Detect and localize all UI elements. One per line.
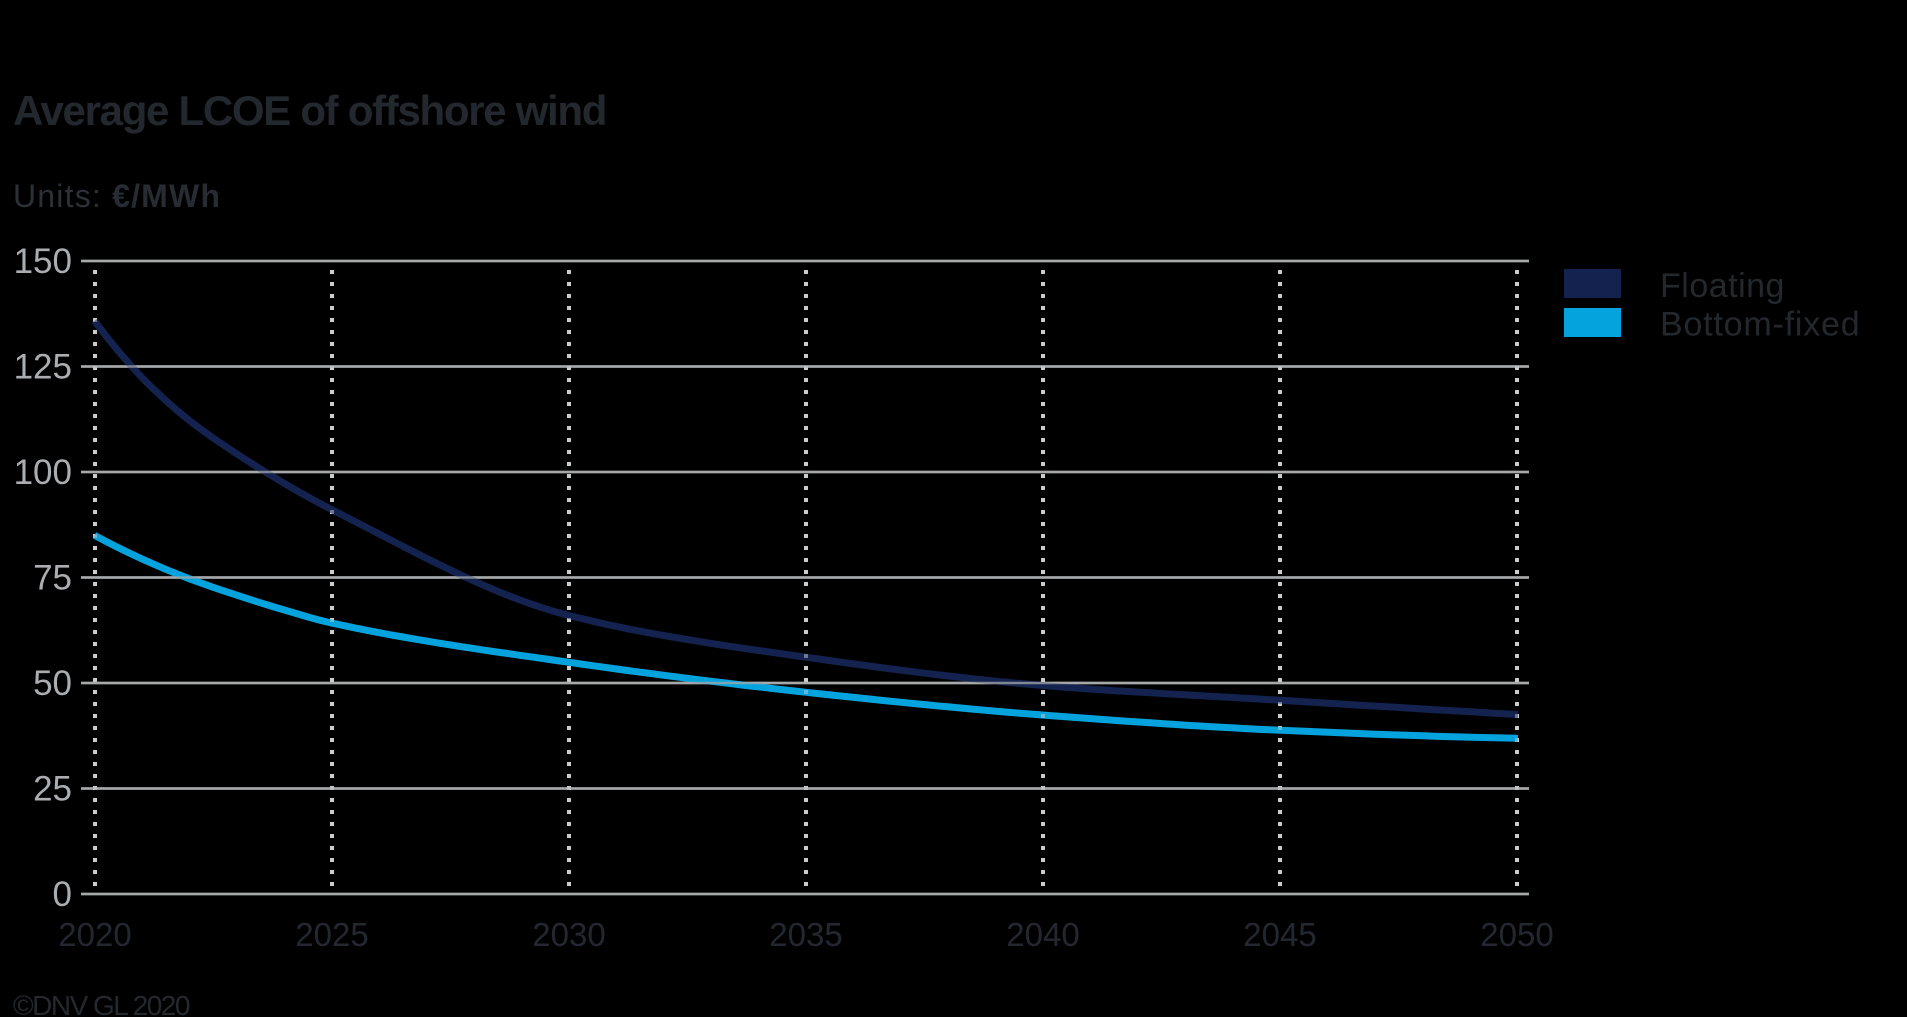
svg-text:0: 0 (53, 875, 72, 914)
svg-text:2020: 2020 (58, 916, 131, 953)
svg-text:Bottom-fixed: Bottom-fixed (1660, 306, 1860, 344)
svg-text:Units: €/MWh: Units: €/MWh (13, 178, 221, 214)
svg-text:25: 25 (33, 770, 72, 809)
svg-text:2025: 2025 (295, 916, 368, 953)
svg-text:Average LCOE of offshore wind: Average LCOE of offshore wind (13, 87, 606, 134)
svg-text:2035: 2035 (769, 916, 842, 953)
svg-text:150: 150 (14, 242, 72, 281)
svg-text:2040: 2040 (1006, 916, 1079, 953)
svg-text:125: 125 (14, 348, 72, 387)
svg-text:Floating: Floating (1660, 267, 1785, 305)
svg-text:©DNV GL 2020: ©DNV GL 2020 (13, 990, 190, 1017)
svg-text:2045: 2045 (1243, 916, 1316, 953)
svg-text:50: 50 (33, 664, 72, 703)
svg-text:2050: 2050 (1480, 916, 1553, 953)
svg-text:2030: 2030 (532, 916, 605, 953)
svg-text:100: 100 (14, 453, 72, 492)
svg-text:75: 75 (33, 559, 72, 598)
